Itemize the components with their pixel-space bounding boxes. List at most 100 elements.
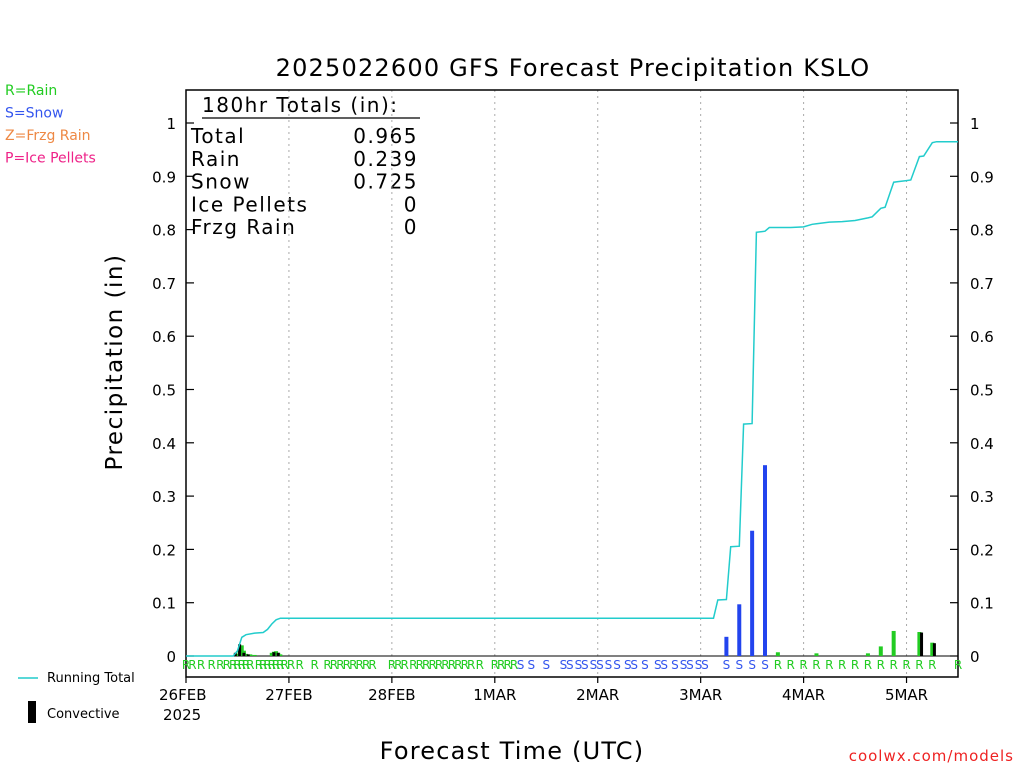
ptype-marker: R [889, 658, 897, 672]
ptype-marker: R [287, 658, 295, 672]
ptype-marker: R [280, 658, 288, 672]
running-total-line [186, 140, 958, 657]
ptype-marker: R [864, 658, 872, 672]
y-tick-label: 0.4 [970, 435, 994, 453]
ptype-marker: R [310, 658, 318, 672]
y-tick-label: 0.7 [152, 275, 176, 293]
y-tick-label: 0.8 [970, 222, 994, 240]
ptype-marker: R [435, 658, 443, 672]
ptype-marker: R [422, 658, 430, 672]
ptype-marker: R [461, 658, 469, 672]
y-axis-title: Precipitation (in) [102, 254, 128, 471]
y-tick-label: 0.2 [152, 541, 176, 559]
ptype-marker: S [542, 658, 550, 672]
ptype-marker: R [928, 658, 936, 672]
ptype-marker: R [197, 658, 205, 672]
convective-bar [276, 652, 280, 656]
ptype-marker: R [454, 658, 462, 672]
ptype-marker: S [748, 658, 756, 672]
ptype-marker: S [695, 658, 703, 672]
ptype-marker: R [401, 658, 409, 672]
ptype-marker: R [902, 658, 910, 672]
y-tick-label: 0.6 [970, 328, 994, 346]
precip-bar [724, 636, 729, 656]
ptype-marker: R [812, 658, 820, 672]
ptype-marker: S [660, 658, 668, 672]
ptype-marker: R [838, 658, 846, 672]
x-tick-label: 3MAR [679, 686, 722, 704]
ptype-marker: S [581, 658, 589, 672]
ptype-marker: R [388, 658, 396, 672]
ptype-marker: R [877, 658, 885, 672]
precip-bar [814, 653, 819, 656]
ptype-marker: R [255, 658, 263, 672]
ptype-marker: R [188, 658, 196, 672]
y-tick-label: 1 [970, 115, 980, 133]
ptype-marker: R [336, 658, 344, 672]
x-tick-label: 2MAR [576, 686, 619, 704]
y-tick-label: 0.3 [152, 488, 176, 506]
legend-swatch-bar [28, 701, 36, 723]
ptype-marker: R [774, 658, 782, 672]
precip-bar [274, 651, 279, 656]
y-tick-label: 0.5 [152, 382, 176, 400]
x-tick-sublabel: 2025 [163, 706, 201, 724]
totals-row-label: Frzg Rain [191, 215, 296, 239]
totals-row-value: 0.725 [353, 170, 418, 194]
precip-bar [737, 604, 742, 656]
y-tick-label: 0 [970, 648, 980, 666]
ptype-marker: R [851, 658, 859, 672]
ptype-marker: R [476, 658, 484, 672]
ptype-marker: R [323, 658, 331, 672]
precip-type-legend: R=Rain S=Snow Z=Frzg Rain P=Ice Pellets [5, 83, 96, 167]
ptype-marker: R [330, 658, 338, 672]
totals-row-label: Total [190, 124, 245, 148]
ptype-marker: R [182, 658, 190, 672]
x-tick-label: 27FEB [265, 686, 312, 704]
ptype-legend-item: S=Snow [5, 106, 63, 122]
ptype-marker: R [409, 658, 417, 672]
ptype-marker: R [276, 658, 284, 672]
x-axis-title: Forecast Time (UTC) [380, 737, 645, 765]
plot-frame [185, 89, 959, 678]
ptype-marker: S [680, 658, 688, 672]
ptype-marker: R [503, 658, 511, 672]
ptype-marker: R [416, 658, 424, 672]
chart-title: 2025022600 GFS Forecast Precipitation KS… [276, 54, 871, 82]
ptype-marker: R [223, 658, 231, 672]
ptype-marker: S [517, 658, 525, 672]
precip-bars [235, 465, 935, 656]
ptype-marker: R [362, 658, 370, 672]
ptype-marker: R [343, 658, 351, 672]
series-legend: Running Total Convective [18, 671, 135, 723]
precip-bar [269, 652, 274, 656]
ptype-marker: R [268, 658, 276, 672]
ptype-marker: R [208, 658, 216, 672]
ptype-marker: R [242, 658, 250, 672]
ptype-marker: S [560, 658, 568, 672]
precip-bar [865, 653, 870, 656]
totals-row-label: Snow [191, 170, 251, 194]
y-tick-label: 0.9 [152, 168, 176, 186]
ptype-legend-item: R=Rain [5, 83, 57, 99]
ptype-marker: R [272, 658, 280, 672]
ptype-marker: R [229, 658, 237, 672]
y-tick-label: 0.5 [970, 382, 994, 400]
ptype-marker: R [510, 658, 518, 672]
ptype-marker: R [787, 658, 795, 672]
convective-bar [238, 644, 242, 656]
ptype-marker: S [686, 658, 694, 672]
ptype-legend-item: P=Ice Pellets [5, 151, 96, 167]
ptype-marker: R [491, 658, 499, 672]
x-tick-label: 1MAR [473, 686, 516, 704]
ptype-legend-item: Z=Frzg Rain [5, 128, 91, 144]
x-tick-label: 28FEB [368, 686, 415, 704]
precip-bar [917, 632, 922, 656]
ptype-marker: R [246, 658, 254, 672]
convective-bar [932, 643, 936, 656]
ptype-marker: R [448, 658, 456, 672]
ptype-marker: S [566, 658, 574, 672]
y-tick-label: 0.1 [970, 595, 994, 613]
ptype-marker: S [723, 658, 731, 672]
